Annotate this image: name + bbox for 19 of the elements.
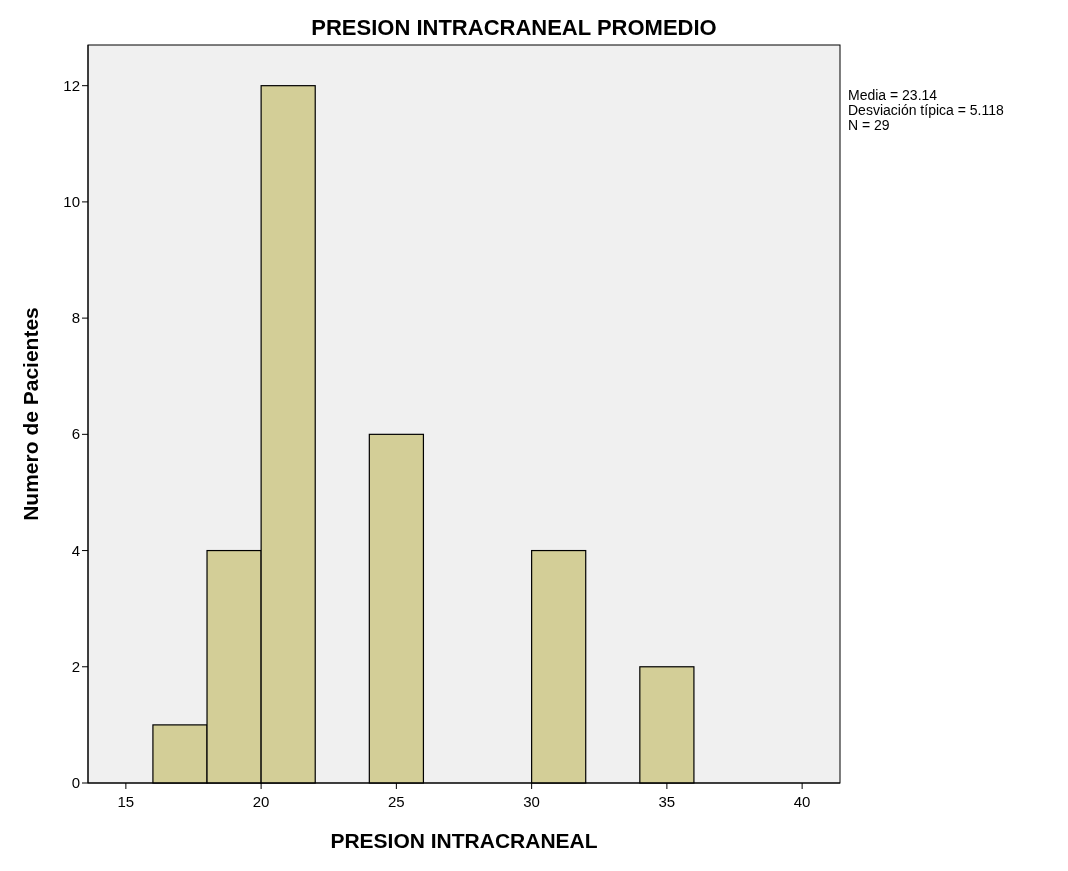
y-tick-label: 2 — [71, 657, 80, 675]
y-tick-label: 6 — [71, 425, 80, 443]
y-tick-label: 10 — [63, 192, 80, 210]
y-tick-label: 12 — [63, 76, 80, 94]
text: N = 29 — [848, 117, 890, 133]
x-tick-label: 25 — [388, 793, 405, 810]
text: Media = 23.14 — [848, 87, 938, 103]
x-tick-label: 35 — [658, 793, 676, 810]
y-tick-label: 4 — [71, 541, 80, 559]
x-tick-label: 20 — [252, 793, 270, 810]
y-tick-label: 8 — [71, 309, 80, 327]
text: Desviación típica = 5.118 — [848, 102, 1004, 118]
x-axis-title: PRESION INTRACRANEAL — [330, 829, 598, 852]
y-axis-title: Numero de Pacientes — [19, 307, 42, 521]
x-tick-label: 15 — [117, 793, 135, 810]
x-tick-label: 30 — [523, 793, 540, 810]
y-tick-label: 0 — [71, 774, 80, 791]
x-tick-label: 40 — [793, 793, 811, 810]
chart-title: PRESION INTRACRANEAL PROMEDIO — [311, 15, 717, 40]
